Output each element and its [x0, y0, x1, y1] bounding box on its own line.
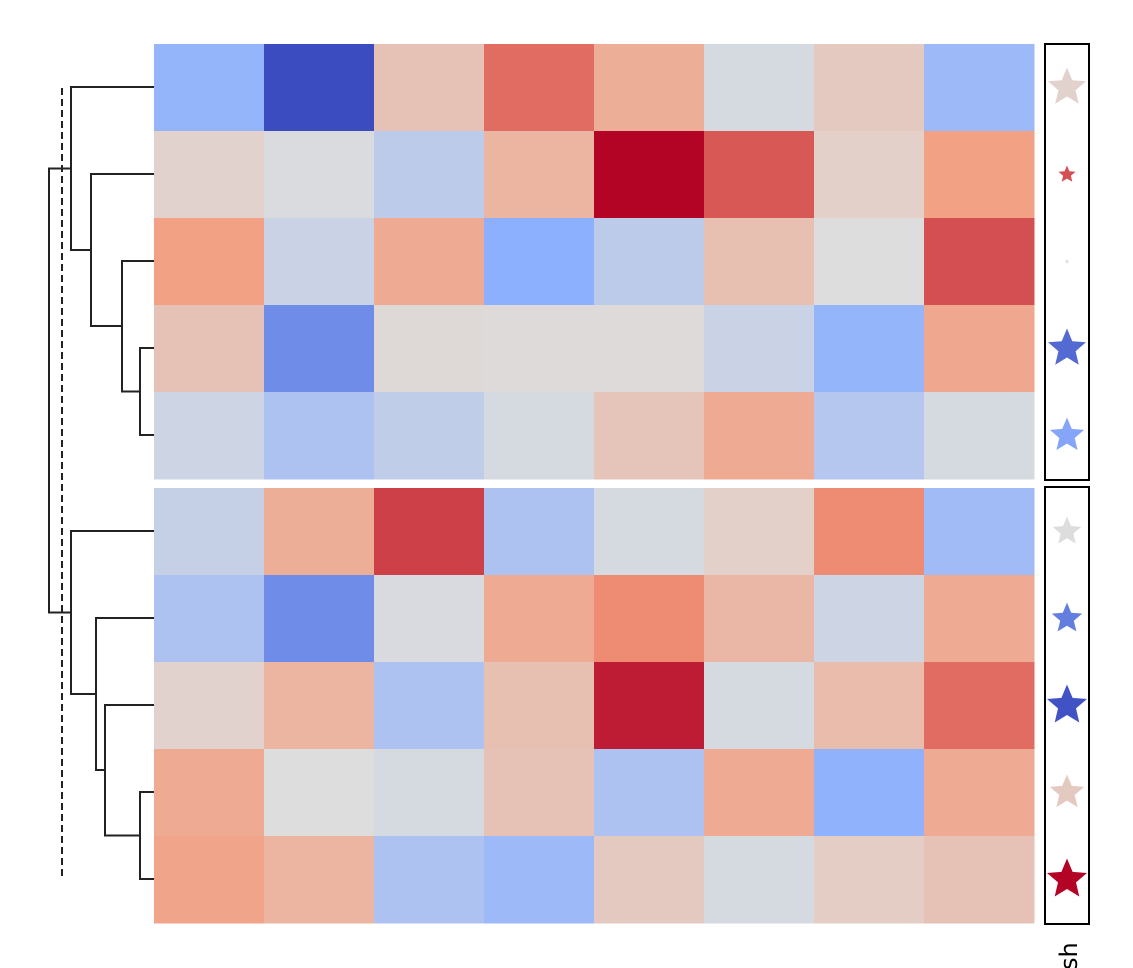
heatmap-cell: [484, 662, 595, 750]
heatmap-cell: [924, 218, 1035, 306]
star-marker: [1049, 774, 1085, 808]
heatmap-cell: [814, 392, 925, 480]
star-marker: [1047, 858, 1087, 897]
heatmap-cell: [484, 575, 595, 663]
heatmap-cell: [154, 836, 265, 924]
heatmap-cell: [374, 836, 485, 924]
annotation-label: sh: [1055, 942, 1083, 968]
heatmap-cell: [704, 488, 815, 576]
star-marker: [1052, 516, 1082, 544]
heatmap-cell: [924, 749, 1035, 837]
heatmap-cell: [814, 662, 925, 750]
heatmap-cell: [814, 131, 925, 219]
heatmap-cell: [154, 218, 265, 306]
heatmap-cell: [264, 131, 375, 219]
heatmap-cell: [594, 836, 705, 924]
heatmap-cell: [484, 218, 595, 306]
star-marker: [1058, 165, 1076, 182]
heatmap-cell: [484, 488, 595, 576]
heatmap-cell: [264, 392, 375, 480]
heatmap-cell: [594, 44, 705, 132]
heatmap-cell: [924, 575, 1035, 663]
heatmap-cell: [924, 305, 1035, 393]
heatmap-cell: [154, 575, 265, 663]
heatmap-cell: [704, 575, 815, 663]
heatmap-cell: [924, 392, 1035, 480]
dendrogram: [48, 86, 154, 880]
heatmap-cell: [704, 131, 815, 219]
heatmap-cell: [154, 392, 265, 480]
heatmap-cell: [594, 218, 705, 306]
heatmap-cell: [594, 392, 705, 480]
heatmap-cell: [924, 662, 1035, 750]
star-marker: [1051, 602, 1083, 632]
heatmap-cell: [924, 488, 1035, 576]
heatmap-cell: [374, 392, 485, 480]
heatmap-cell: [924, 131, 1035, 219]
heatmap-cell: [264, 305, 375, 393]
heatmap-cell: [264, 218, 375, 306]
heatmap-cell: [484, 44, 595, 132]
heatmap-cell: [594, 749, 705, 837]
heatmap-cell: [374, 131, 485, 219]
heatmap-cell: [704, 392, 815, 480]
heatmap-cell: [594, 305, 705, 393]
heatmap-cell: [484, 749, 595, 837]
heatmap-cell: [264, 749, 375, 837]
heatmap-cell: [264, 662, 375, 750]
heatmap-cell: [154, 305, 265, 393]
heatmap-cell: [374, 749, 485, 837]
heatmap-cell: [704, 836, 815, 924]
heatmap-cell: [594, 575, 705, 663]
heatmap-cell: [154, 44, 265, 132]
annotation-box: [1044, 43, 1090, 481]
star-marker: [1048, 67, 1086, 104]
heatmap-cell: [704, 44, 815, 132]
heatmap-cell: [484, 131, 595, 219]
heatmap-cell: [484, 392, 595, 480]
star-marker: [1048, 328, 1086, 365]
heatmap-cell: [594, 488, 705, 576]
heatmap-cell: [484, 836, 595, 924]
heatmap-cell: [264, 488, 375, 576]
heatmap-cell: [704, 749, 815, 837]
heatmap-cell: [814, 218, 925, 306]
heatmap-cell: [704, 218, 815, 306]
heatmap-cell: [814, 749, 925, 837]
heatmap-cell: [924, 44, 1035, 132]
star-marker: [1049, 417, 1085, 451]
heatmap-cell: [264, 44, 375, 132]
star-marker: [1047, 684, 1087, 723]
heatmap-cell: [484, 305, 595, 393]
heatmap-cell: [154, 749, 265, 837]
heatmap-cell: [814, 305, 925, 393]
heatmap-cell: [264, 836, 375, 924]
heatmap-cell: [154, 662, 265, 750]
heatmap-cell: [814, 488, 925, 576]
heatmap-cell: [374, 488, 485, 576]
heatmap-cell: [374, 575, 485, 663]
heatmap-cell: [704, 662, 815, 750]
heatmap-cell: [264, 575, 375, 663]
heatmap-cell: [594, 131, 705, 219]
heatmap-cell: [154, 488, 265, 576]
heatmap-cell: [704, 305, 815, 393]
heatmap-cell: [814, 836, 925, 924]
star-marker: [1064, 259, 1070, 264]
heatmap-cell: [814, 575, 925, 663]
heatmap-cell: [924, 836, 1035, 924]
heatmap-cell: [374, 305, 485, 393]
heatmap-cell: [374, 662, 485, 750]
heatmap-cell: [154, 131, 265, 219]
heatmap-cell: [814, 44, 925, 132]
heatmap-cell: [374, 44, 485, 132]
heatmap-cell: [374, 218, 485, 306]
annotation-box: [1044, 486, 1090, 925]
heatmap-cell: [594, 662, 705, 750]
